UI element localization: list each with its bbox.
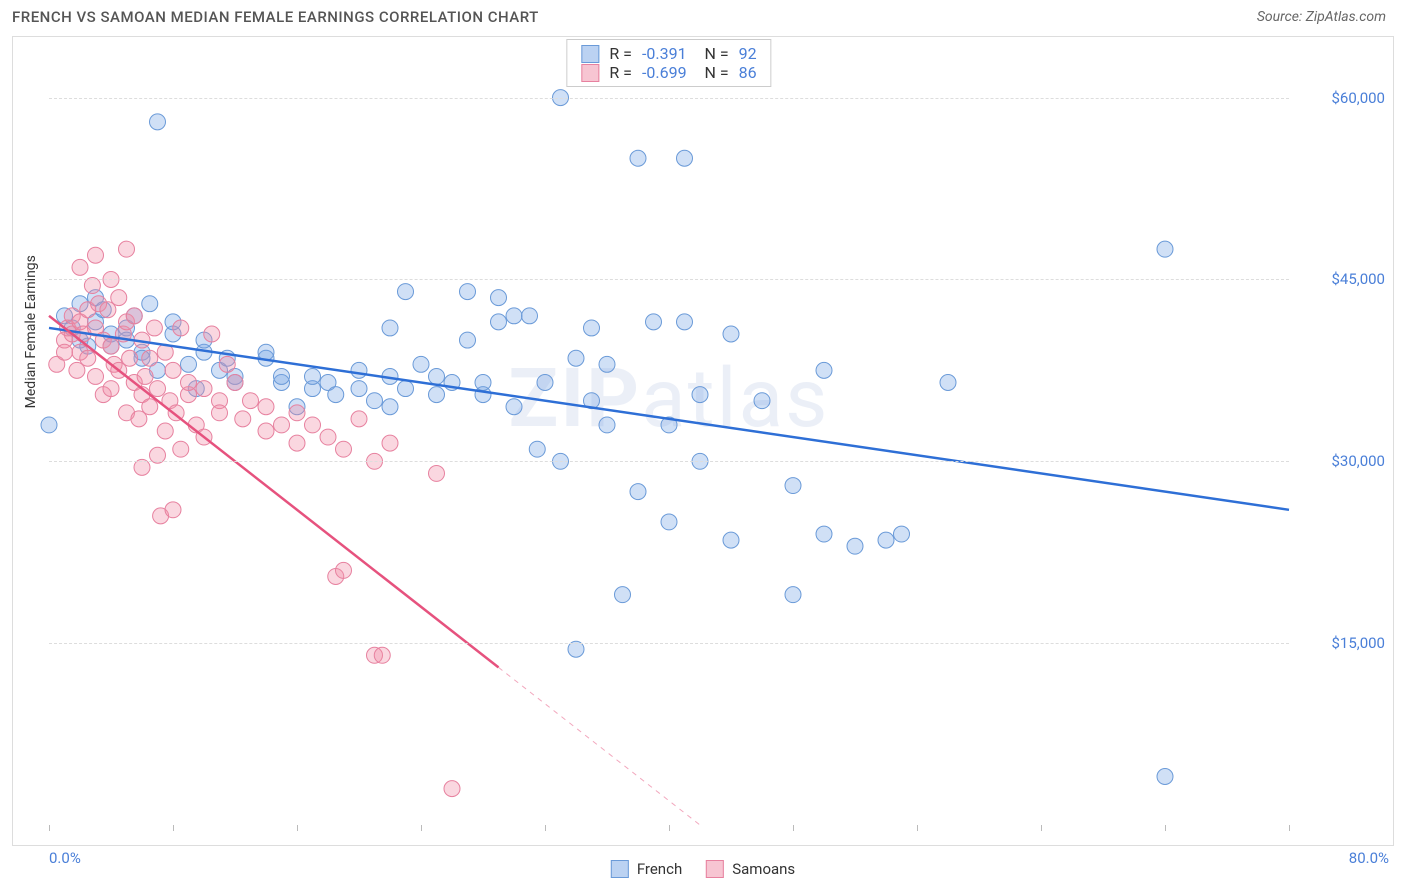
x-tick-mark <box>545 825 546 831</box>
x-tick-mark <box>173 825 174 831</box>
chart-container: Median Female Earnings ZIPatlas R = -0.3… <box>12 36 1394 846</box>
x-tick-mark <box>793 825 794 831</box>
legend-label-french: French <box>637 860 682 878</box>
x-tick-mark <box>1041 825 1042 831</box>
y-axis-label: Median Female Earnings <box>23 255 39 408</box>
y-tick-label: $60,000 <box>1331 89 1385 107</box>
x-tick-label-start: 0.0% <box>49 849 81 867</box>
legend-swatch-samoans <box>581 64 599 82</box>
chart-header: FRENCH VS SAMOAN MEDIAN FEMALE EARNINGS … <box>0 0 1406 30</box>
legend-label-samoans: Samoans <box>732 860 795 878</box>
x-tick-mark <box>1165 825 1166 831</box>
legend-swatch-samoans-bottom <box>706 860 724 878</box>
gridline <box>49 643 1289 644</box>
legend-item-samoans: Samoans <box>706 860 795 878</box>
x-tick-mark <box>1289 825 1290 831</box>
plot-area: Median Female Earnings ZIPatlas R = -0.3… <box>49 37 1289 825</box>
legend-r-value-samoans: -0.699 <box>642 63 687 82</box>
series-legend: French Samoans <box>611 860 795 878</box>
x-tick-label-end: 80.0% <box>1349 849 1389 867</box>
y-tick-label: $15,000 <box>1331 634 1385 652</box>
legend-r-label: R = <box>609 63 632 82</box>
chart-source: Source: ZipAtlas.com <box>1257 9 1386 25</box>
legend-swatch-french <box>581 45 599 63</box>
legend-n-value-samoans: 86 <box>739 63 757 82</box>
chart-svg <box>49 37 1289 825</box>
legend-item-french: French <box>611 860 682 878</box>
chart-title: FRENCH VS SAMOAN MEDIAN FEMALE EARNINGS … <box>12 8 539 26</box>
legend-row-samoans: R = -0.699 N = 86 <box>581 63 756 82</box>
x-tick-mark <box>297 825 298 831</box>
legend-r-value-french: -0.391 <box>642 44 687 63</box>
legend-n-label: N = <box>697 44 729 63</box>
x-tick-mark <box>49 825 50 831</box>
y-tick-label: $30,000 <box>1331 452 1385 470</box>
legend-n-value-french: 92 <box>739 44 757 63</box>
y-tick-label: $45,000 <box>1331 270 1385 288</box>
legend-n-label: N = <box>697 63 729 82</box>
gridline <box>49 279 1289 280</box>
x-tick-mark <box>669 825 670 831</box>
correlation-legend: R = -0.391 N = 92 R = -0.699 N = 86 <box>566 39 771 87</box>
gridline <box>49 98 1289 99</box>
x-tick-mark <box>421 825 422 831</box>
legend-swatch-french-bottom <box>611 860 629 878</box>
x-tick-mark <box>917 825 918 831</box>
legend-row-french: R = -0.391 N = 92 <box>581 44 756 63</box>
legend-r-label: R = <box>609 44 632 63</box>
gridline <box>49 461 1289 462</box>
